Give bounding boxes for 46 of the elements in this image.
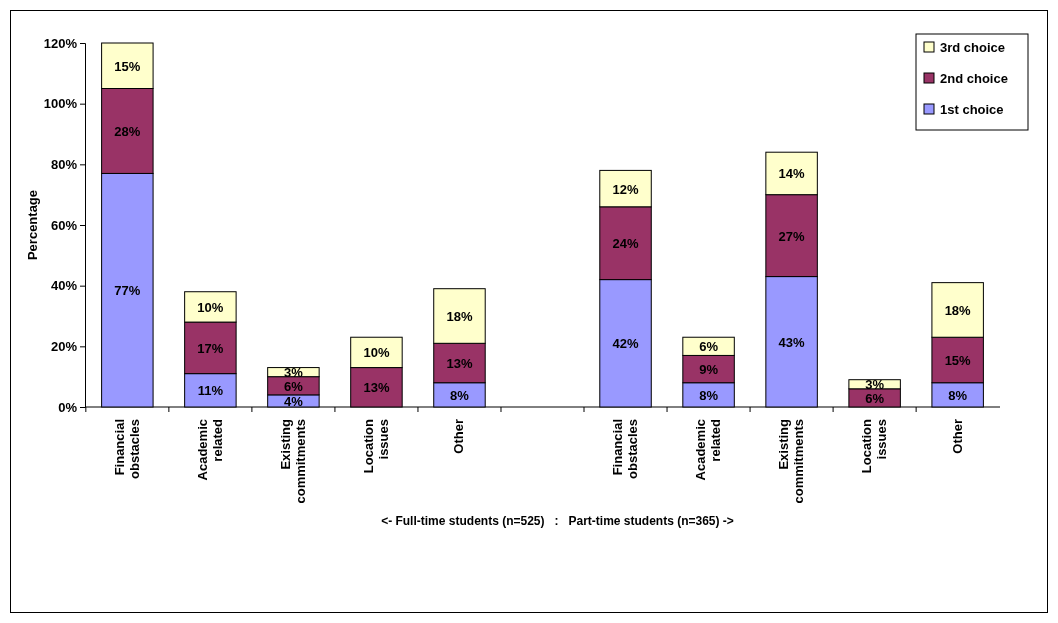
data-label: 13%: [446, 356, 473, 372]
data-label: 18%: [446, 309, 473, 324]
data-label: 6%: [865, 390, 885, 406]
x-tick-label: Financial obstacles: [610, 419, 641, 479]
data-label: 9%: [699, 362, 719, 378]
legend-label: 1st choice: [940, 102, 1004, 117]
x-tick-label: Academic related: [693, 418, 724, 481]
x-tick-label: Other: [949, 419, 965, 454]
data-label: 8%: [699, 387, 719, 403]
data-label: 4%: [284, 393, 304, 409]
data-label: 11%: [197, 383, 224, 399]
data-label: 27%: [778, 228, 806, 244]
data-label: 13%: [363, 380, 390, 396]
data-label: 24%: [612, 236, 639, 252]
y-tick-label: 60%: [50, 217, 78, 233]
y-tick-label: 120%: [43, 35, 78, 51]
legend-label: 2nd choice: [940, 71, 1008, 86]
data-label: 14%: [778, 166, 806, 182]
x-tick-label: Financial obstacles: [111, 419, 142, 479]
data-label: 15%: [944, 352, 972, 368]
data-label: 77%: [114, 283, 141, 299]
y-tick-label: 20%: [50, 338, 78, 354]
data-label: 12%: [612, 181, 639, 197]
legend-label: 3rd choice: [940, 40, 1006, 55]
y-tick-label: 0%: [58, 399, 78, 415]
y-tick-label: 80%: [50, 156, 78, 172]
data-label: 10%: [363, 345, 390, 361]
data-label: 8%: [450, 387, 470, 403]
data-label: 43%: [778, 334, 806, 350]
x-tick-label: Academic related: [194, 418, 225, 481]
x-axis-title: <- Full-time students (n=525) : Part-time students (n=365) ->: [381, 514, 734, 528]
y-axis-title: Percentage: [25, 189, 40, 261]
x-tick-label: Location issues: [859, 418, 890, 474]
data-label: 28%: [114, 123, 141, 139]
y-tick-label: 100%: [43, 96, 78, 112]
y-tick-label: 40%: [50, 278, 78, 294]
x-tick-label: Location issues: [360, 418, 391, 474]
data-label: 10%: [197, 299, 224, 315]
data-label: 15%: [114, 58, 141, 74]
data-label: 8%: [948, 387, 968, 403]
data-label: 42%: [612, 336, 639, 352]
x-tick-label: Other: [451, 419, 467, 454]
data-label: 18%: [944, 302, 972, 318]
data-label: 6%: [284, 378, 304, 394]
data-label: 6%: [699, 339, 719, 355]
data-label: 17%: [197, 340, 224, 356]
